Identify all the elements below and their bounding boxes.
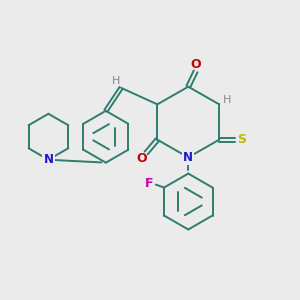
Text: S: S: [237, 133, 246, 146]
Text: H: H: [223, 95, 232, 105]
Text: N: N: [44, 153, 53, 166]
Text: H: H: [112, 76, 120, 86]
Text: O: O: [137, 152, 147, 165]
Text: O: O: [190, 58, 201, 71]
Text: N: N: [183, 151, 193, 164]
Text: F: F: [145, 177, 154, 190]
